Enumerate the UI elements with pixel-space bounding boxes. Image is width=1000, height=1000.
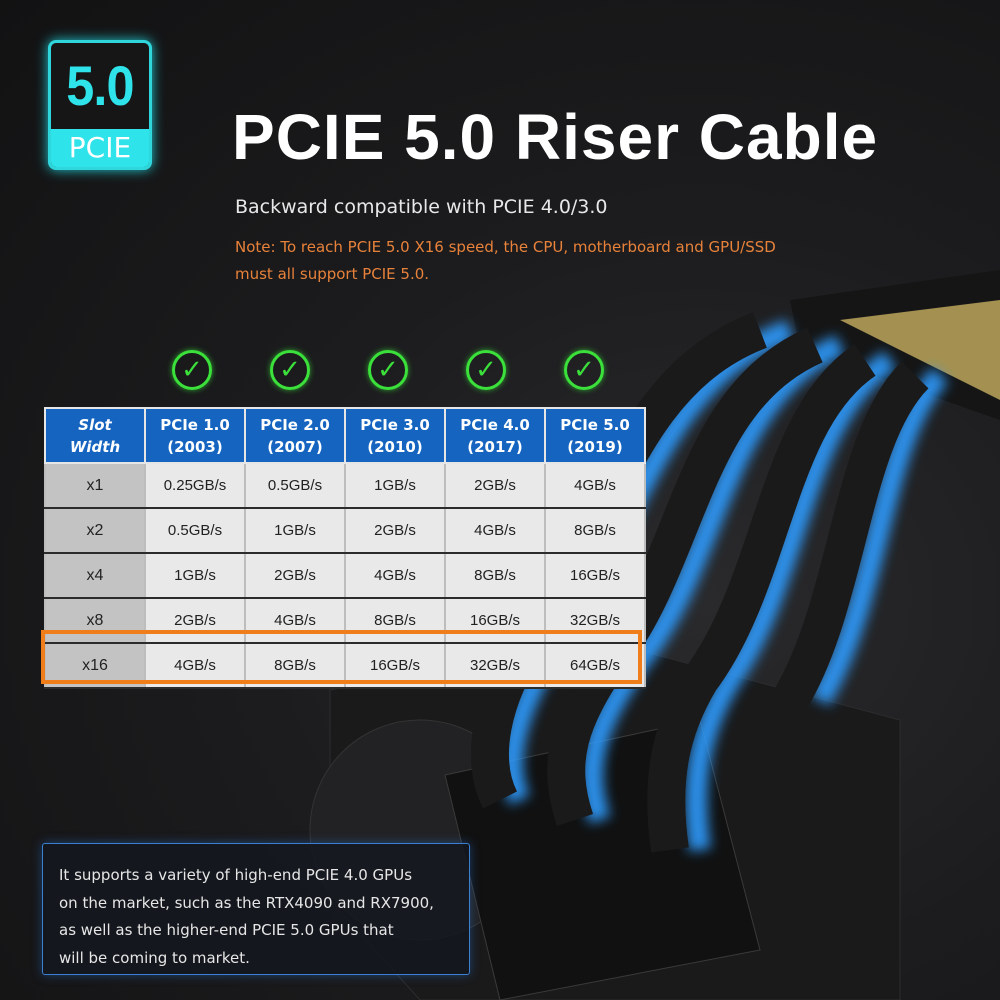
bandwidth-cell: 4GB/s (444, 508, 546, 554)
slot-width-cell: x2 (44, 508, 146, 554)
bandwidth-cell: 8GB/s (444, 553, 546, 599)
bandwidth-cell: 2GB/s (144, 598, 246, 644)
bandwidth-cell: 1GB/s (144, 553, 246, 599)
header-line: PCIe 3.0 (360, 415, 430, 434)
page-title: PCIE 5.0 Riser Cable (232, 101, 879, 173)
bandwidth-cell: 1GB/s (344, 463, 446, 509)
header-line: Width (69, 437, 121, 456)
header-pcie-gen: PCIe 5.0 (2019) (544, 407, 646, 464)
bandwidth-cell: 4GB/s (244, 598, 346, 644)
x16-highlight-box (41, 630, 642, 684)
table-row: x4 1GB/s 2GB/s 4GB/s 8GB/s 16GB/s (44, 553, 646, 599)
badge-label: PCIE (51, 129, 149, 167)
header-pcie-gen: PCIe 4.0 (2017) (444, 407, 546, 464)
bandwidth-cell: 8GB/s (344, 598, 446, 644)
header-pcie-gen: PCIe 1.0 (2003) (144, 407, 246, 464)
header-pcie-gen: PCIe 2.0 (2007) (244, 407, 346, 464)
bandwidth-cell: 16GB/s (444, 598, 546, 644)
info-box: It supports a variety of high-end PCIE 4… (42, 843, 470, 975)
table-header-row: Slot Width PCIe 1.0 (2003) PCIe 2.0 (2007) PCI… (44, 407, 646, 464)
slot-width-cell: x4 (44, 553, 146, 599)
check-circle-icon: ✓ (270, 350, 310, 390)
bandwidth-cell: 0.5GB/s (244, 463, 346, 509)
check-circle-icon: ✓ (172, 350, 212, 390)
bandwidth-cell: 0.5GB/s (144, 508, 246, 554)
table-row: x2 0.5GB/s 1GB/s 2GB/s 4GB/s 8GB/s (44, 508, 646, 554)
check-row: ✓ ✓ ✓ ✓ ✓ (143, 350, 633, 390)
bandwidth-cell: 8GB/s (544, 508, 646, 554)
info-line: as well as the higher-end PCIE 5.0 GPUs … (59, 921, 394, 939)
header-line: (2019) (567, 437, 623, 456)
check-circle-icon: ✓ (466, 350, 506, 390)
header-line: PCIe 4.0 (460, 415, 530, 434)
bandwidth-cell: 1GB/s (244, 508, 346, 554)
gold-contacts (840, 300, 1000, 400)
slot-width-cell: x1 (44, 463, 146, 509)
header-line: PCIe 5.0 (560, 415, 630, 434)
bandwidth-cell: 32GB/s (544, 598, 646, 644)
note-line: must all support PCIE 5.0. (235, 265, 430, 283)
table-row: x8 2GB/s 4GB/s 8GB/s 16GB/s 32GB/s (44, 598, 646, 644)
header-slot-width: Slot Width (44, 407, 146, 464)
header-pcie-gen: PCIe 3.0 (2010) (344, 407, 446, 464)
header-line: PCIe 1.0 (160, 415, 230, 434)
table-row: x1 0.25GB/s 0.5GB/s 1GB/s 2GB/s 4GB/s (44, 463, 646, 509)
header-line: (2017) (467, 437, 523, 456)
badge-number: 5.0 (66, 54, 134, 117)
bandwidth-cell: 0.25GB/s (144, 463, 246, 509)
header-line: Slot (78, 415, 112, 434)
bandwidth-table: Slot Width PCIe 1.0 (2003) PCIe 2.0 (2007) PCI… (44, 407, 646, 689)
info-line: It supports a variety of high-end PCIE 4… (59, 866, 413, 884)
header-line: (2007) (267, 437, 323, 456)
bandwidth-cell: 16GB/s (544, 553, 646, 599)
check-circle-icon: ✓ (368, 350, 408, 390)
bandwidth-cell: 2GB/s (444, 463, 546, 509)
pcie-5-badge: 5.0 PCIE (48, 40, 152, 170)
info-line: on the market, such as the RTX4090 and R… (59, 893, 434, 912)
bandwidth-cell: 4GB/s (544, 463, 646, 509)
check-circle-icon: ✓ (564, 350, 604, 390)
table-row: x16 4GB/s 8GB/s 16GB/s 32GB/s 64GB/s (44, 643, 646, 689)
header-line: (2010) (367, 437, 423, 456)
slot-width-cell: x8 (44, 598, 146, 644)
header-line: PCIe 2.0 (260, 415, 330, 434)
note-line: Note: To reach PCIE 5.0 X16 speed, the C… (235, 238, 776, 256)
compatibility-note: Note: To reach PCIE 5.0 X16 speed, the C… (235, 234, 855, 288)
bandwidth-cell: 4GB/s (344, 553, 446, 599)
bandwidth-cell: 2GB/s (244, 553, 346, 599)
header-line: (2003) (167, 437, 223, 456)
subtitle: Backward compatible with PCIE 4.0/3.0 (235, 196, 608, 218)
bandwidth-cell: 2GB/s (344, 508, 446, 554)
info-line: will be coming to market. (59, 948, 250, 967)
